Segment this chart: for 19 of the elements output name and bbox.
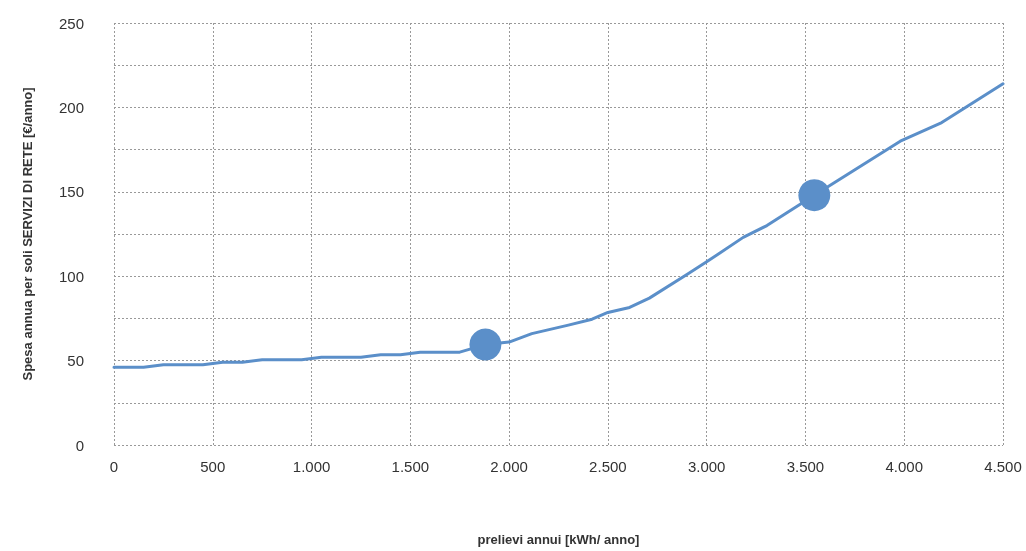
y-tick-label: 200: [58, 98, 84, 116]
x-tick-label: 500: [200, 458, 226, 475]
y-tick-label: 250: [58, 14, 84, 32]
x-tick-label: 2.500: [589, 458, 627, 475]
x-axis-title: prelievi annui [kWh/ anno]: [477, 532, 640, 547]
y-tick-label: 100: [58, 267, 84, 285]
y-axis-title: Spesa annua per soli SERVIZI DI RETE [€/anno]: [20, 87, 35, 381]
x-tick-label: 4.500: [984, 458, 1022, 475]
y-tick-label: 0: [75, 436, 84, 454]
x-tick-label: 3.000: [687, 458, 726, 475]
y-tick-label: 150: [58, 183, 84, 201]
x-tick-label: 0: [109, 458, 119, 475]
line-series: [112, 82, 1005, 369]
x-tick-label: 1.000: [292, 458, 331, 475]
x-tick-label: 3.500: [786, 458, 825, 475]
x-tick-label: 4.000: [885, 458, 923, 475]
y-tick-label: 50: [67, 352, 84, 370]
x-tick-label: 1.500: [391, 458, 430, 475]
x-tick-label: 2.000: [490, 458, 528, 475]
